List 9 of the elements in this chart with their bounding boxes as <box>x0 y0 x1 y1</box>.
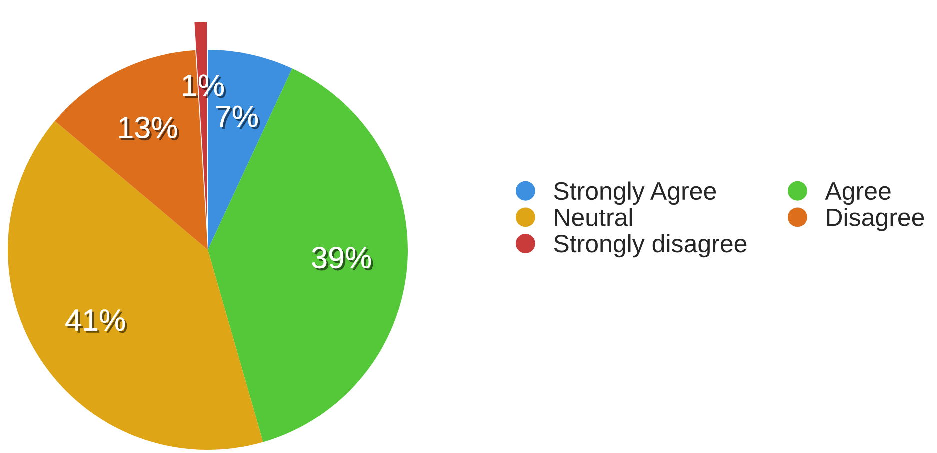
legend-label: Strongly disagree <box>554 234 747 258</box>
legend-label: Disagree <box>827 208 924 232</box>
data-label: 13% <box>119 116 180 141</box>
data-label: 41% <box>66 310 128 334</box>
legend-label: Strongly Agree <box>554 182 716 206</box>
data-label: 7% <box>216 106 260 130</box>
legend-label: Agree <box>825 182 891 206</box>
legend-label: Neutral <box>555 208 632 226</box>
data-label: 39% <box>312 246 374 271</box>
